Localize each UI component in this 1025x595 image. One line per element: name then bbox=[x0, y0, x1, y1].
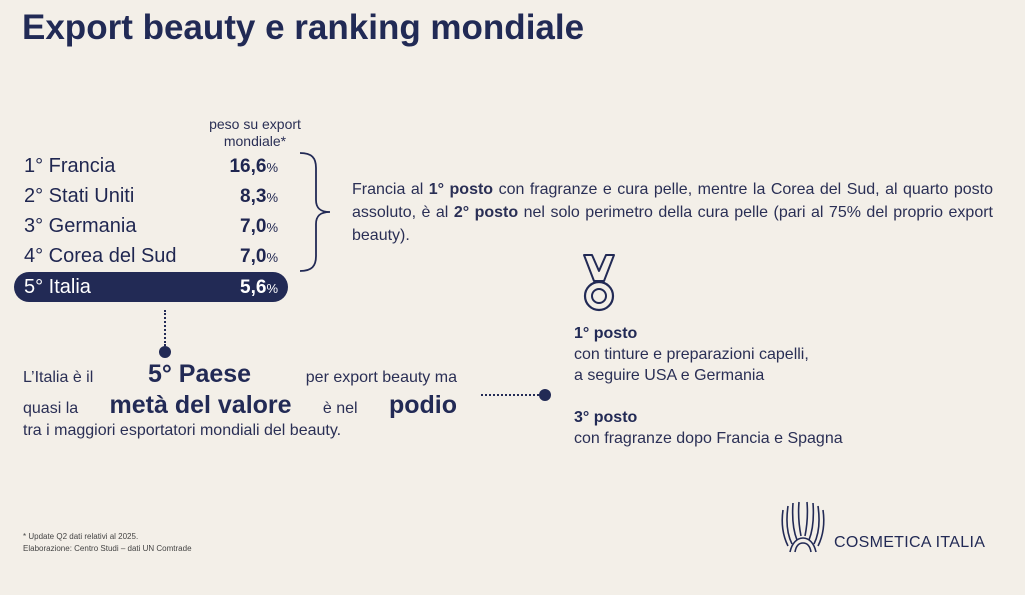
connector-dotted-line bbox=[481, 394, 539, 396]
ranking-value-number: 7,0 bbox=[240, 245, 267, 267]
italia-note-line-1: L’Italia è il 5° Paese per export beauty… bbox=[23, 360, 457, 391]
cosmetica-italia-logo bbox=[781, 501, 825, 553]
italia-note-text: è nel bbox=[322, 400, 358, 417]
ranking-value-unit: % bbox=[266, 249, 278, 265]
ranking-value: 8,3% bbox=[240, 185, 278, 208]
page-title: Export beauty e ranking mondiale bbox=[22, 8, 585, 47]
ranking-row-italia-highlight: 5° Italia 5,6% bbox=[14, 272, 288, 302]
italia-note-emphasis: podio bbox=[388, 391, 457, 419]
italia-note-text: quasi la bbox=[23, 400, 79, 417]
podium-text: con fragranze dopo Francia e Spagna bbox=[574, 430, 843, 447]
ranking-country: 3° Germania bbox=[24, 214, 137, 237]
italia-note-emphasis: metà del valore bbox=[109, 391, 292, 419]
podium-text: con tinture e preparazioni capelli, bbox=[574, 346, 809, 363]
podium-heading: 3° posto bbox=[574, 409, 638, 426]
ranking-row-corea-del-sud: 4° Corea del Sud 7,0% bbox=[14, 241, 288, 271]
ranking-country: 1° Francia bbox=[24, 154, 116, 177]
italia-note-emphasis: 5° Paese bbox=[147, 360, 252, 388]
ranking-row-stati-uniti: 2° Stati Uniti 8,3% bbox=[14, 181, 288, 211]
footnote: * Update Q2 dati relativi al 2025. Elabo… bbox=[23, 531, 192, 555]
ranking-value: 5,6% bbox=[240, 276, 278, 299]
italia-note: L’Italia è il 5° Paese per export beauty… bbox=[23, 360, 457, 453]
footnote-line: * Update Q2 dati relativi al 2025. bbox=[23, 532, 139, 541]
ranking-country: 4° Corea del Sud bbox=[24, 244, 177, 267]
ranking-value-unit: % bbox=[266, 189, 278, 205]
connector-dotted-line bbox=[164, 310, 166, 346]
ranking-value-unit: % bbox=[266, 219, 278, 235]
italia-note-line-3: tra i maggiori esportatori mondiali del … bbox=[23, 422, 457, 453]
italia-note-text: tra i maggiori esportatori mondiali del … bbox=[23, 422, 342, 439]
francia-note-bold-2: 2° posto bbox=[453, 204, 519, 221]
logo-text: COSMETICA ITALIA bbox=[834, 534, 986, 551]
curly-brace-icon bbox=[299, 152, 331, 272]
italia-note-text: L’Italia è il bbox=[23, 369, 94, 386]
ranking-value-number: 7,0 bbox=[240, 215, 267, 237]
ranking-value: 7,0% bbox=[240, 245, 278, 268]
column-header-line-2: mondiale* bbox=[223, 133, 287, 149]
ranking-value-unit: % bbox=[266, 159, 278, 175]
ranking-country: 2° Stati Uniti bbox=[24, 184, 135, 207]
francia-note-bold-1: 1° posto bbox=[428, 181, 494, 198]
italia-note-line-2: quasi la metà del valore è nel podio bbox=[23, 391, 457, 422]
column-header: peso su export mondiale* bbox=[196, 116, 314, 150]
connector-dot bbox=[539, 389, 551, 401]
column-header-line-1: peso su export bbox=[209, 116, 301, 132]
ranking-value-unit: % bbox=[266, 280, 278, 296]
ranking-row-germania: 3° Germania 7,0% bbox=[14, 211, 288, 241]
ranking-row-francia: 1° Francia 16,6% bbox=[14, 151, 288, 181]
podium-item-first: 1° posto con tinture e preparazioni cape… bbox=[574, 323, 809, 386]
medal-icon bbox=[583, 254, 615, 312]
ranking-value-number: 5,6 bbox=[240, 276, 267, 298]
italia-note-text: per export beauty ma bbox=[305, 369, 457, 386]
podium-heading: 1° posto bbox=[574, 325, 638, 342]
footnote-line: Elaborazione: Centro Studi – dati UN Com… bbox=[23, 544, 192, 553]
francia-note-text-1: Francia al bbox=[352, 181, 429, 198]
podium-text: a seguire USA e Germania bbox=[574, 367, 765, 384]
francia-note-text-3: nel solo perimetro della cura pelle (par… bbox=[352, 204, 993, 244]
ranking-value-number: 16,6 bbox=[229, 155, 267, 177]
francia-note-text-2: con fragranze e cura pelle, mentre la Co… bbox=[352, 181, 993, 221]
ranking-value: 16,6% bbox=[229, 155, 278, 178]
ranking-value: 7,0% bbox=[240, 215, 278, 238]
connector-dot bbox=[159, 346, 171, 358]
francia-note: Francia al 1° posto con fragranze e cura… bbox=[352, 178, 993, 247]
podium-item-third: 3° posto con fragranze dopo Francia e Sp… bbox=[574, 407, 843, 449]
ranking-value-number: 8,3 bbox=[240, 185, 267, 207]
ranking-country: 5° Italia bbox=[24, 275, 91, 298]
